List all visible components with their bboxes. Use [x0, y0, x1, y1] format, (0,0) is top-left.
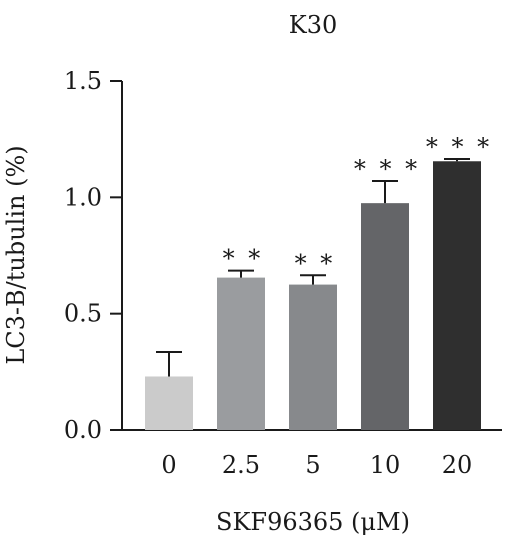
y-tick-label: 0.0 — [64, 416, 102, 444]
significance-label: * * — [295, 249, 336, 277]
significance-label: * * * — [354, 155, 420, 183]
x-tick-label: 20 — [442, 451, 473, 479]
x-axis-label: SKF96365 (μM) — [216, 508, 410, 536]
significance-label: * * * — [426, 133, 492, 161]
y-axis-label: LC3-B/tubulin (%) — [2, 145, 30, 364]
significance-label: * * — [223, 245, 264, 273]
x-tick-label: 5 — [305, 451, 320, 479]
bar — [433, 161, 481, 430]
x-tick-label: 10 — [370, 451, 401, 479]
x-ticks: 0 2.5 5 10 20 — [161, 451, 472, 479]
chart-title: K30 — [289, 11, 337, 39]
x-tick-label: 2.5 — [222, 451, 260, 479]
y-ticks: 0.0 0.5 1.0 1.5 — [64, 67, 122, 444]
x-tick-label: 0 — [161, 451, 176, 479]
y-tick-label: 1.5 — [64, 67, 102, 95]
bar — [361, 203, 409, 430]
bar — [289, 284, 337, 430]
y-tick-label: 0.5 — [64, 300, 102, 328]
bars: * * * * * * ** * * — [145, 133, 492, 430]
bar — [217, 277, 265, 430]
y-tick-label: 1.0 — [64, 183, 102, 211]
bar — [145, 376, 193, 430]
